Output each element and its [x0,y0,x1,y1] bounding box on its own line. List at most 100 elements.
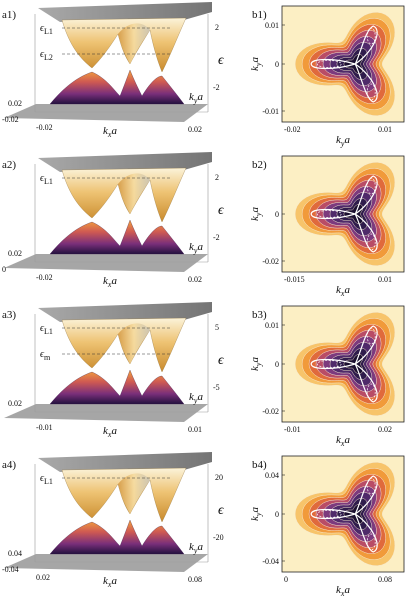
energy-level-label: ϵL1 [40,323,53,336]
svg-text:kya: kya [189,241,203,255]
lower-band-surface [49,369,185,405]
panel-label-b2: b2) [252,159,267,171]
panel-label-a1: a1) [2,9,16,21]
energy-level-label: ϵL1 [40,473,53,486]
white-level-curve [310,358,356,370]
svg-text:kxa: kxa [336,434,350,448]
contour-panel-b3: b3)0.01 0 -0.02 -0.01 0.02 kxa kya [249,305,405,448]
white-level-curve [354,325,378,365]
upper-plane [38,2,212,22]
dashed-loop [366,383,376,401]
lower-band-surface [49,69,185,105]
kx-tick-right: 0.08 [188,575,202,584]
energy-axis-label: ϵ [218,353,225,368]
svg-text:kya: kya [249,207,263,221]
kx-axis-label: kxa [103,275,117,289]
lower-plane [4,404,208,422]
upper-band-fold [118,473,150,514]
x-tick-left: -0.01 [284,425,301,434]
white-level-curve [354,513,378,553]
band-panel-a4: a4) ϵL1 20 -20 ϵ kya 0.04 -0.04 0.02 0.08 kxa [2,452,225,589]
energy-axis-label: ϵ [218,503,225,518]
x-tick-right: 0.01 [378,125,392,134]
dashed-loop [366,177,376,195]
energy-tick-top: 2 [215,23,219,32]
dashed-loop [316,210,342,218]
ky-tick-b: 0 [2,265,6,274]
x-tick-right: 0.02 [378,425,392,434]
x-axis-label: kxa [336,284,350,298]
ky-tick-a: 0.02 [8,249,22,258]
white-level-curve [354,475,378,515]
ky-tick-a: 0.02 [8,399,22,408]
white-level-curve [354,25,378,65]
svg-text:kya: kya [189,91,203,105]
upper-band-fold [118,173,150,214]
ky-tick-a: 0.02 [8,99,22,108]
y-tick: -0.01 [262,107,279,116]
contour-field [282,6,404,122]
x-tick-left: 0 [284,575,288,584]
ky-axis-label: kya [189,541,203,555]
kx-tick-right: 0.02 [188,125,202,134]
kx-tick-right: 0.02 [188,275,202,284]
y-tick: -0.04 [262,557,279,566]
svg-text:kxa: kxa [103,125,117,139]
white-level-curve [310,208,356,220]
y-axis-label: kya [249,507,263,521]
dashed-loop [316,360,342,368]
lower-plane [4,104,208,122]
y-tick: 0.04 [265,471,279,480]
panel-label-a2: a2) [2,159,16,171]
y-tick: -0.02 [262,407,279,416]
svg-text:kya: kya [249,507,263,521]
lower-band-surface [49,219,185,255]
dashed-loop [316,60,342,68]
white-level-curve [354,175,378,215]
energy-tick-bottom: -2 [213,233,220,242]
energy-level-label: ϵL1 [40,23,53,36]
y-tick: -0.02 [262,257,279,266]
dashed-loop [316,510,342,518]
panel-label-a4: a4) [2,459,16,471]
ky-tick-b: -0.04 [2,565,19,574]
upper-plane [38,302,212,322]
contour-panel-b2: b2) 0 -0.02 -0.015 0.01 kxa kya [249,155,405,298]
energy-tick-bottom: -20 [213,533,224,542]
panel-label-b1: b1) [252,9,267,21]
kx-tick-left: 0.02 [36,573,50,582]
energy-level-label: ϵL1 [40,173,53,186]
panel-label-b3: b3) [252,309,267,321]
svg-text:kxa: kxa [103,425,117,439]
y-tick: 0.01 [265,321,279,330]
x-axis-label: kya [336,134,350,148]
lower-band-surface [49,519,185,555]
panel-label-b4: b4) [252,459,267,471]
energy-tick-top: 5 [215,323,219,332]
ky-axis-label: kya [189,241,203,255]
energy-level-label: ϵL2 [40,49,53,62]
svg-text:kya: kya [249,357,263,371]
lower-plane [4,554,208,572]
y-axis-label: kya [249,57,263,71]
x-tick-left: -0.02 [284,125,301,134]
energy-tick-top: 2 [215,173,219,182]
upper-plane [38,152,212,172]
panel-label-a3: a3) [2,309,16,321]
energy-tick-top: 20 [215,473,223,482]
y-axis-label: kya [249,207,263,221]
svg-text:kxa: kxa [103,275,117,289]
x-axis-label: kxa [336,584,350,598]
white-level-curve [354,363,378,403]
lower-plane [4,254,208,272]
upper-plane [38,452,212,472]
ky-axis-label: kya [189,91,203,105]
y-axis-label: kya [249,357,263,371]
dashed-loop [366,27,376,45]
y-tick: 0 [275,210,279,219]
contour-field [282,306,404,422]
svg-text:kya: kya [249,57,263,71]
dashed-loop [366,83,376,101]
white-level-curve [310,508,356,520]
